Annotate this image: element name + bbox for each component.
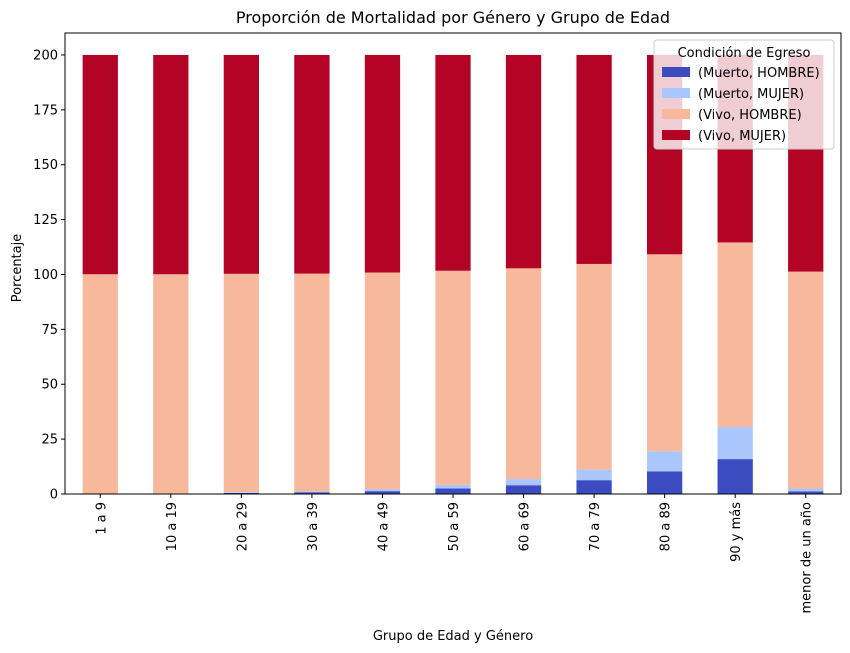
y-tick-label-6: 150 [33,158,58,173]
legend-swatch-2 [662,109,690,119]
x-tick-label-2: 20 a 29 [235,502,250,551]
bar-segment-1-9 [717,427,753,460]
y-axis-label: Porcentaje [10,234,25,302]
bar-segment-2-0 [82,274,118,494]
y-tick-label-0: 0 [50,488,58,503]
bar-segment-3-5 [435,54,471,271]
x-axis: 1 a 9 10 a 19 20 a 29 30 a 39 40 a 49 50 a 59… [94,494,815,614]
y-axis: 0 25 50 75 100 125 150 175 200 [33,48,65,503]
bar-segment-3-2 [223,54,259,274]
x-tick-label-3: 30 a 39 [306,502,321,551]
bar-segment-1-4 [364,489,401,492]
y-tick-label-2: 50 [41,378,58,393]
x-axis-label: Grupo de Edad y Género [373,629,533,644]
bar-segment-0-7 [576,480,612,494]
x-tick-label-1: 10 a 19 [165,502,180,551]
y-tick-label-7: 175 [33,103,58,118]
bar-segment-2-7 [576,263,612,470]
bar-segment-3-6 [505,54,542,269]
x-tick-label-7: 70 a 79 [588,502,603,551]
bar-segment-3-0 [82,54,118,275]
bar-segment-1-6 [505,479,542,486]
bar-segment-0-10 [788,491,824,494]
x-tick-label-10: menor de un año [800,502,815,614]
legend-label-3: (Vivo, MUJER) [698,129,786,144]
bar-segment-2-5 [435,270,471,485]
bar-segment-3-1 [153,54,189,275]
bar-segment-2-10 [788,271,824,489]
legend-label-2: (Vivo, HOMBRE) [698,108,802,123]
legend: Condición de Egreso (Muerto, HOMBRE) (Muer… [653,39,835,150]
bar-segment-0-3 [294,492,330,494]
y-tick-label-3: 75 [41,323,58,338]
x-tick-label-5: 50 a 59 [447,502,462,551]
bar-segment-2-1 [153,274,189,494]
bar-segment-0-6 [505,485,542,494]
y-tick-label-1: 25 [41,433,58,448]
x-tick-label-0: 1 a 9 [94,502,109,535]
bar-segment-1-8 [647,451,683,472]
x-tick-label-8: 80 a 89 [659,502,674,551]
bar-segment-1-5 [435,484,471,489]
bar-segment-1-7 [576,469,612,481]
legend-label-1: (Muerto, MUJER) [698,87,804,102]
bar-segment-2-3 [294,273,330,492]
x-tick-label-9: 90 y más [729,502,744,562]
legend-box [653,39,835,150]
bar-segment-3-7 [576,54,612,264]
bar-segment-1-3 [294,491,330,493]
x-tick-label-6: 60 a 69 [518,502,533,551]
legend-swatch-0 [662,67,690,77]
bar-segment-3-3 [294,54,330,274]
bar-segment-0-9 [717,459,753,494]
bar-segment-3-4 [364,54,401,273]
y-tick-label-4: 100 [33,268,58,283]
bar-segment-0-4 [364,491,401,494]
legend-swatch-3 [662,130,690,140]
legend-title: Condición de Egreso [678,46,811,61]
bar-segment-0-8 [647,471,683,494]
y-tick-label-5: 125 [33,213,58,228]
bar-segment-0-5 [435,488,471,494]
bar-segment-2-8 [647,254,683,452]
bar-segment-2-6 [505,268,542,480]
bar-segment-2-9 [717,242,753,428]
bar-segment-0-2 [223,492,259,494]
chart-title: Proporción de Mortalidad por Género y Gr… [236,8,670,27]
bar-segment-1-10 [788,488,824,492]
bar-segment-2-4 [364,272,401,490]
y-tick-label-8: 200 [33,48,58,63]
legend-label-0: (Muerto, HOMBRE) [698,66,820,81]
bar-segment-2-2 [223,273,259,493]
legend-swatch-1 [662,88,690,98]
x-tick-label-4: 40 a 49 [376,502,391,551]
bar-segment-1-2 [223,492,259,493]
